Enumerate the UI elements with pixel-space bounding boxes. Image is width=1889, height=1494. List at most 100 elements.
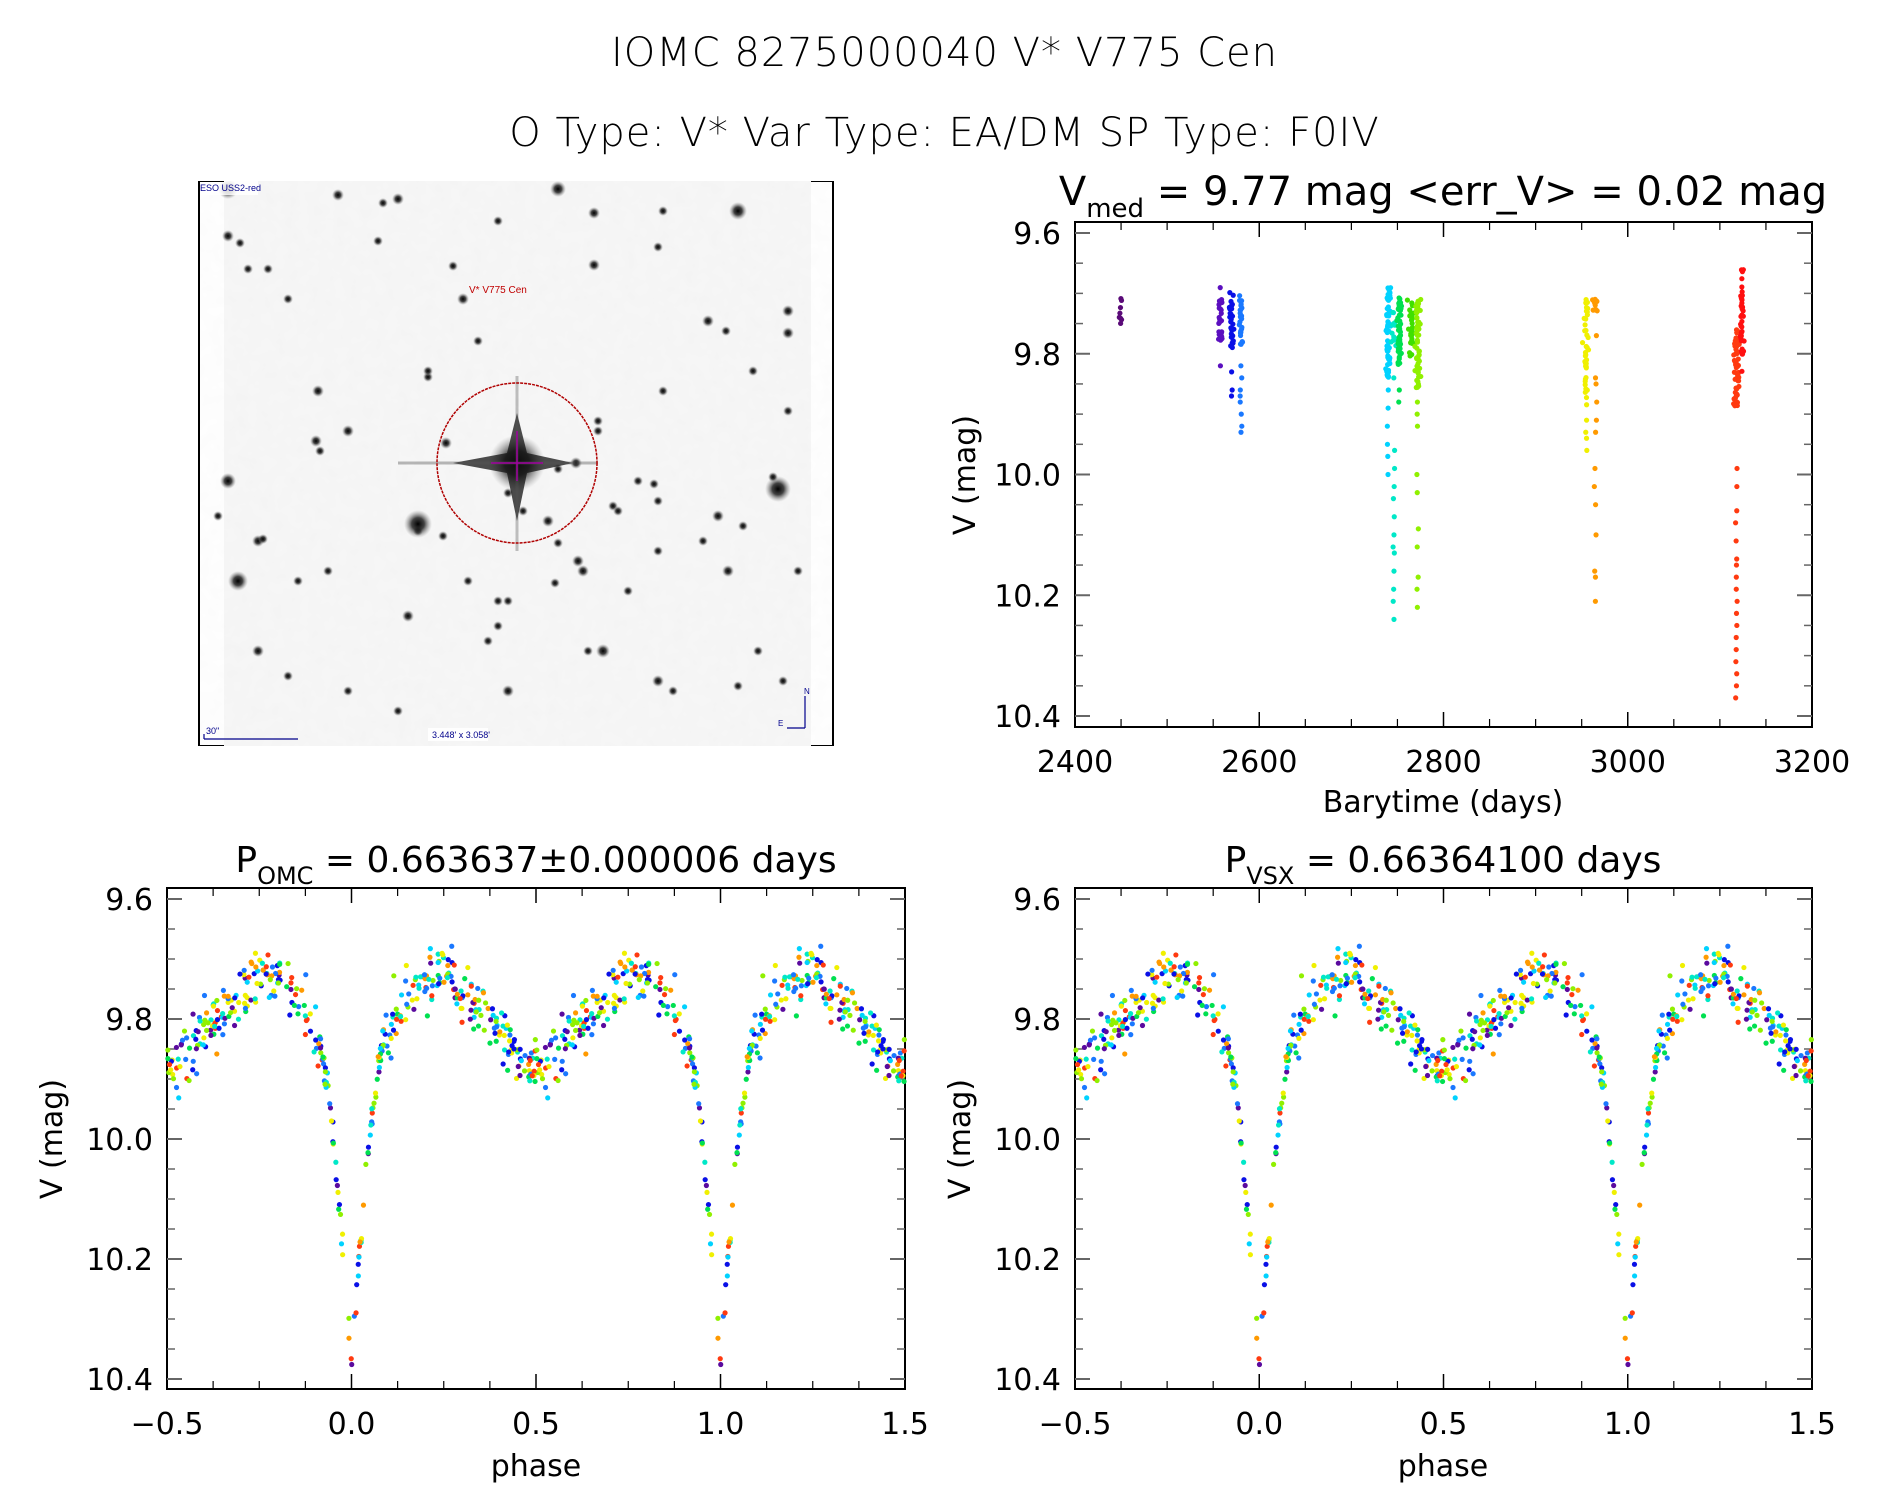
phase_omc-point	[231, 1022, 238, 1029]
field-star	[588, 259, 600, 271]
lightcurve-point	[1739, 368, 1745, 374]
phase_omc-point	[244, 979, 250, 985]
phase_vsx-point	[1296, 1021, 1302, 1027]
phase_omc-point	[177, 1063, 183, 1070]
phase_omc-point	[610, 967, 616, 973]
phase_omc-point	[471, 1026, 477, 1032]
phase_vsx-point	[1609, 1177, 1616, 1183]
phase_vsx-point	[1094, 1077, 1100, 1084]
lightcurve-point	[1414, 423, 1421, 429]
phase-vsx-title: PVSX = 0.66364100 days	[1225, 840, 1662, 890]
phase_vsx-point	[1599, 1065, 1605, 1071]
phase_vsx-point	[1375, 1007, 1382, 1013]
lightcurve-point	[1593, 417, 1600, 423]
phase_omc-point	[654, 960, 660, 967]
phase_vsx-point	[1087, 1037, 1094, 1043]
phase_omc-point	[201, 1021, 207, 1028]
lightcurve-point	[1592, 502, 1599, 508]
phase_omc-point	[857, 1017, 863, 1023]
phase_omc-point	[861, 1030, 867, 1036]
phase_omc-point	[299, 987, 305, 993]
phase_omc-point	[166, 1061, 173, 1068]
phase_vsx-point	[1111, 1010, 1118, 1016]
field-star	[649, 479, 659, 489]
phase_omc-point	[513, 1075, 520, 1082]
phase_omc-point	[611, 1005, 618, 1011]
lightcurve-point	[1413, 384, 1419, 391]
phase_omc-point	[320, 1061, 327, 1067]
phase_omc-point	[269, 964, 276, 970]
lightcurve-xtick-label: 3000	[1590, 745, 1666, 780]
lightcurve-point	[1593, 381, 1599, 387]
phase_vsx-point	[1337, 983, 1343, 989]
phase_omc-point	[288, 980, 294, 986]
field-star	[258, 534, 268, 544]
phase_vsx-point	[1102, 1071, 1108, 1077]
phase_vsx-point	[1536, 967, 1543, 973]
phase_omc-point	[882, 1075, 889, 1082]
phase_vsx-point	[1783, 1038, 1789, 1044]
phase_vsx-point	[1357, 979, 1363, 985]
phase_vsx-point	[1236, 1118, 1242, 1124]
phase_vsx-point	[1149, 972, 1155, 978]
phase_vsx-point	[1209, 1002, 1215, 1009]
phase_omc-point	[622, 964, 628, 970]
phase-vsx-points	[1073, 943, 1814, 1368]
phase_vsx-point	[1578, 1002, 1584, 1009]
phase_vsx-point	[1241, 1159, 1247, 1165]
lightcurve-point	[1415, 574, 1421, 580]
phase_vsx-point	[1219, 1049, 1225, 1055]
phase_vsx-point	[1196, 986, 1202, 993]
phase_vsx-point	[1409, 1032, 1415, 1038]
phase_vsx-point	[1081, 1044, 1088, 1051]
phase_omc-point	[796, 946, 802, 952]
phase_vsx-point	[1575, 987, 1581, 993]
phase_omc-point	[505, 1067, 511, 1073]
phase_omc-point	[604, 1016, 611, 1022]
phase_omc-point	[749, 1028, 755, 1034]
phase_omc-point	[253, 964, 259, 970]
phase_omc-point	[752, 1012, 758, 1018]
lightcurve-point	[1230, 292, 1236, 298]
phase_omc-ytick-label: 10.2	[86, 1243, 153, 1278]
phase_omc-point	[414, 996, 420, 1002]
phase_vsx-point	[1659, 1012, 1665, 1018]
phase_omc-point	[686, 1045, 693, 1051]
lightcurve-point	[1593, 333, 1599, 339]
phase_omc-point	[441, 979, 447, 985]
phase_vsx-point	[1193, 960, 1199, 967]
phase_vsx-point	[1652, 1069, 1658, 1075]
lightcurve-point	[1395, 306, 1402, 312]
phase_omc-point	[337, 1211, 344, 1218]
phase_vsx-point	[1462, 1077, 1469, 1084]
phase_vsx-point	[1383, 1023, 1389, 1029]
phase_omc-point	[866, 1029, 872, 1035]
phase_vsx-point	[1336, 993, 1343, 999]
phase_omc-point	[757, 1035, 763, 1041]
phase_vsx-point	[1517, 972, 1523, 978]
phase_omc-point	[242, 1005, 249, 1011]
lightcurve-point	[1733, 385, 1739, 391]
phase_vsx-point	[1388, 990, 1394, 996]
phase_omc-point	[498, 1010, 505, 1016]
phase_omc-point	[444, 975, 451, 981]
phase_vsx-point	[1756, 990, 1763, 996]
phase_vsx-point	[1175, 977, 1181, 983]
phase_vsx-xtick-label: −0.5	[1039, 1407, 1112, 1442]
lightcurve-point	[1228, 393, 1235, 399]
phase_omc-point	[887, 1058, 893, 1064]
phase_omc-point	[668, 987, 674, 993]
phase_vsx-point	[1376, 983, 1382, 989]
phase_omc-point	[318, 1050, 324, 1056]
lightcurve-point	[1584, 332, 1590, 338]
phase_vsx-point	[1653, 1045, 1660, 1052]
phase_vsx-point	[1313, 991, 1320, 997]
phase_omc-xtick-label: 0.5	[512, 1407, 560, 1442]
phase_omc-point	[478, 1012, 484, 1018]
lightcurve-point	[1229, 387, 1235, 393]
phase_omc-point	[657, 986, 663, 993]
phase_omc-point	[725, 1254, 731, 1260]
lightcurve-point	[1734, 556, 1740, 562]
phase_vsx-point	[1546, 964, 1552, 970]
lightcurve-point	[1738, 295, 1745, 301]
